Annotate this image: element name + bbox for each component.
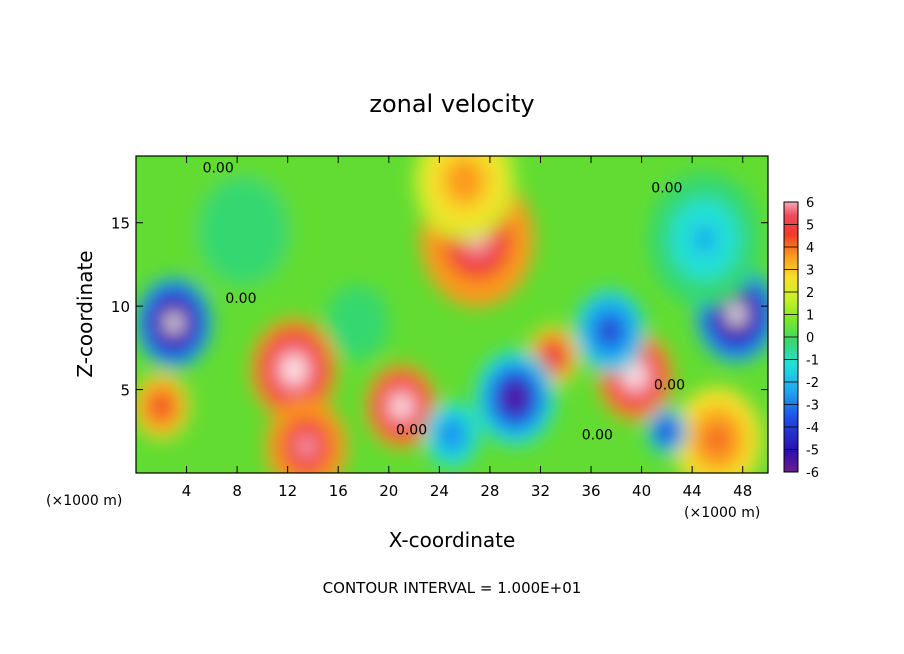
x-tick-label: 32: [531, 482, 550, 500]
x-tick-label: 48: [733, 482, 752, 500]
colorbar-tick-label: -3: [806, 399, 819, 414]
heatmap-level: [232, 217, 255, 245]
x-tick-label: 8: [232, 482, 242, 500]
heatmap-level: [693, 225, 717, 253]
y-axis: 5 10 15: [111, 215, 768, 400]
heatmap-cell: [325, 285, 389, 361]
heatmap-cell: [424, 401, 480, 468]
x-tick-label: 20: [379, 482, 398, 500]
heatmap-level: [507, 388, 524, 408]
heatmap-level: [602, 322, 618, 340]
heatmap-cell: [266, 398, 348, 473]
heatmap-level: [728, 304, 745, 325]
heatmap-level: [662, 426, 671, 437]
colorbar-tick-label: -5: [806, 444, 819, 459]
colorbar-tick-label: 1: [806, 309, 814, 324]
y-axis-label: Z-coordinate: [73, 250, 97, 377]
colorbar-tick-label: 0: [806, 331, 814, 346]
heatmap-level: [708, 429, 727, 451]
heatmap-cell: [647, 171, 762, 307]
y-tick-label: 15: [111, 215, 130, 233]
colorbar-tick-label: 3: [806, 264, 814, 279]
plot-frame: [135, 155, 769, 474]
colorbar-tick-label: 2: [806, 286, 814, 301]
heatmap-cell: [366, 364, 437, 449]
heatmap-level: [166, 313, 182, 332]
heatmap-level: [627, 367, 643, 386]
x-tick-label: 44: [683, 482, 702, 500]
colorbar-tick-label: 4: [806, 241, 814, 256]
colorbar-tick-label: 5: [806, 219, 814, 234]
y-tick-label: 5: [120, 382, 130, 400]
heatmap-cell: [574, 289, 646, 374]
colorbar-tick-label: -4: [806, 421, 819, 436]
x-unit-right: (×1000 m): [684, 505, 760, 521]
contour-label: 0.00: [582, 428, 613, 444]
contour-label: 0.00: [651, 181, 682, 197]
heatmap-cell: [474, 349, 556, 446]
heatmap-level: [285, 359, 303, 380]
colorbar-tick-label: 6: [806, 196, 814, 211]
heatmap-cell: [673, 387, 762, 473]
heatmap-cell: [136, 277, 212, 368]
heatmap-level: [298, 436, 315, 456]
x-tick-label: 24: [430, 482, 449, 500]
colorbar-tick-label: -6: [806, 466, 819, 481]
x-tick-label: 4: [182, 482, 192, 500]
contour-label: 0.00: [396, 423, 427, 439]
contour-label: 0.00: [654, 378, 685, 394]
x-tick-label: 28: [480, 482, 499, 500]
colorbar-tick-label: -1: [806, 354, 819, 369]
contour-label: 0.00: [203, 161, 234, 177]
x-axis-label: X-coordinate: [389, 528, 516, 552]
heatmap-cell: [414, 156, 516, 242]
chart-title: zonal velocity: [369, 90, 534, 118]
heatmap-level: [350, 315, 364, 331]
x-unit-left: (×1000 m): [46, 493, 122, 509]
x-tick-label: 12: [278, 482, 297, 500]
colorbar-tick-label: -2: [806, 376, 819, 391]
heatmap-cell: [186, 163, 301, 299]
contour-interval-note: CONTOUR INTERVAL = 1.000E+01: [323, 579, 582, 597]
x-tick-label: 16: [329, 482, 348, 500]
heatmap-level: [548, 350, 559, 363]
heatmap-cell: [646, 407, 688, 456]
x-tick-label: 36: [581, 482, 600, 500]
heatmap-level: [454, 169, 475, 194]
heatmap-level: [446, 428, 458, 442]
x-tick-label: 40: [632, 482, 651, 500]
heatmap-cell: [136, 373, 190, 440]
heatmap-cell: [251, 318, 337, 421]
x-axis: 4 8 12 16 20 24 28 32 36 40 44 48: [182, 156, 752, 500]
heatmap-field: 0.00 0.00 0.00 0.00 0.00 0.00: [136, 156, 768, 473]
heatmap-level: [155, 399, 167, 413]
contour-label: 0.00: [225, 291, 256, 307]
heatmap-level: [394, 397, 409, 415]
y-tick-label: 10: [111, 298, 130, 316]
colorbar-ticks: 6 5 4 3 2 1 0 -1 -2 -3 -4 -5 -6: [784, 196, 819, 481]
